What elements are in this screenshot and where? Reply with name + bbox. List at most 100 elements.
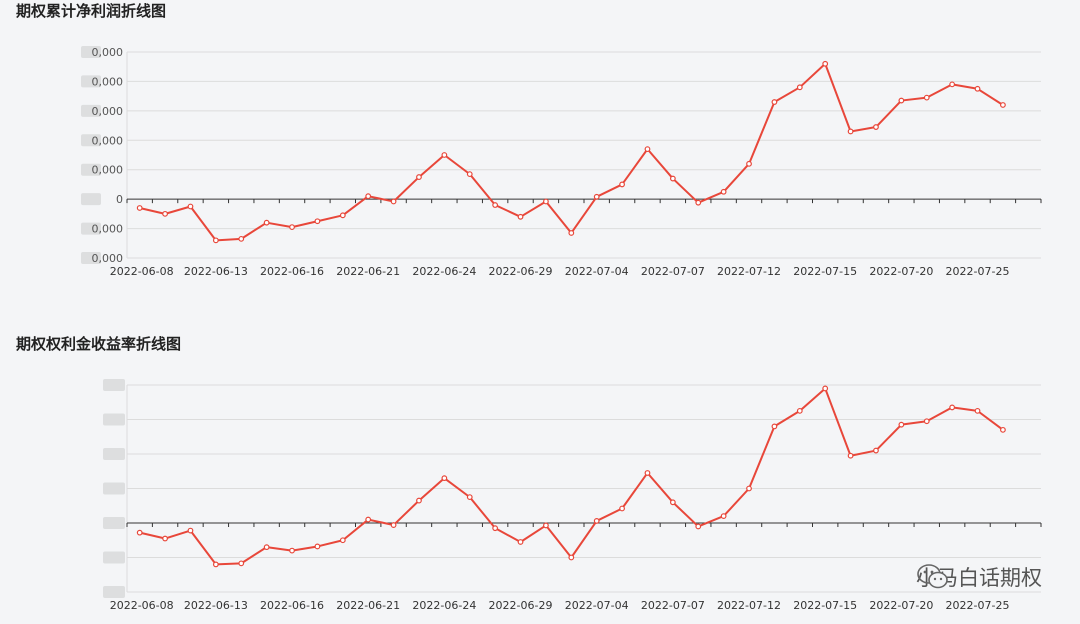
x-tick-label: 2022-06-08 (110, 599, 174, 612)
data-point (619, 181, 625, 188)
data-point (289, 547, 295, 554)
x-tick-label: 2022-07-20 (869, 599, 933, 612)
x-tick-label: 2022-06-24 (412, 265, 476, 278)
data-point (517, 213, 524, 220)
x-tick-label: 2022-06-29 (489, 599, 553, 612)
y-tick-label-blurred (103, 379, 125, 391)
chart-title: 期权权利金收益率折线图 (16, 335, 182, 353)
data-point (568, 230, 575, 236)
data-point (720, 513, 727, 520)
watermark: 小马白话期权 (916, 562, 1042, 592)
x-tick-label: 2022-06-21 (336, 265, 400, 278)
data-point (847, 452, 854, 459)
data-point (771, 423, 778, 430)
data-point (695, 199, 702, 206)
data-point (314, 543, 321, 550)
chart-title: 期权累计净利润折线图 (16, 2, 167, 20)
data-point (923, 418, 930, 425)
data-point (898, 97, 905, 104)
data-point (873, 124, 879, 130)
data-point (187, 527, 194, 534)
x-tick-label: 2022-06-13 (184, 265, 248, 278)
data-point (162, 210, 168, 217)
data-point (644, 146, 651, 153)
data-point (365, 193, 372, 200)
data-point (543, 522, 549, 529)
y-tick-label-blurred (103, 482, 125, 495)
data-point (339, 537, 346, 544)
x-tick-label: 2022-06-13 (184, 599, 248, 612)
premium-yield-line-chart: 2022-06-08 2022-06-13 2022-06-16 2022-06-21… (103, 379, 1042, 612)
y-tick-label: 0,000 (92, 134, 124, 147)
data-point (238, 235, 245, 242)
data-point (669, 175, 676, 182)
data-point (314, 218, 321, 225)
x-tick-label: 2022-07-25 (946, 599, 1010, 612)
data-point (416, 497, 422, 504)
x-tick-label: 2022-06-29 (489, 265, 553, 278)
data-point (390, 198, 397, 205)
data-point (822, 60, 829, 67)
data-point (162, 535, 168, 542)
data-point (238, 560, 245, 567)
data-point (847, 128, 854, 135)
y-tick-label: 0,000 (92, 105, 124, 118)
data-point (923, 94, 930, 101)
data-point (1000, 426, 1006, 433)
y-tick-label: 0,000 (92, 252, 124, 265)
data-point (365, 516, 372, 523)
data-point (543, 198, 549, 205)
series-line (139, 387, 1004, 566)
data-point (212, 237, 219, 244)
y-tick-label-blurred (103, 517, 125, 529)
data-point (974, 85, 981, 92)
data-point (492, 202, 499, 208)
data-point (263, 219, 270, 226)
x-tick-label: 2022-07-15 (793, 265, 857, 278)
y-tick-label: 0 (116, 193, 123, 206)
data-point (416, 174, 422, 180)
y-tick-label-blurred (81, 75, 101, 88)
x-tick-label: 2022-07-25 (946, 265, 1010, 278)
data-point (796, 84, 803, 91)
data-point (746, 485, 752, 492)
wechat-icon (917, 564, 948, 589)
y-tick-label-blurred (81, 46, 101, 58)
data-point (898, 421, 905, 428)
data-point (593, 193, 600, 200)
data-point (822, 385, 829, 392)
x-tick-label: 2022-06-21 (336, 599, 400, 612)
data-point (289, 224, 295, 231)
data-point (390, 522, 397, 528)
data-point (873, 447, 879, 454)
data-point (695, 523, 702, 530)
y-tick-label-blurred (81, 163, 101, 176)
x-tick-label: 2022-07-20 (869, 265, 933, 278)
y-tick-label-blurred (81, 252, 101, 264)
data-point (441, 475, 448, 482)
x-tick-label: 2022-06-16 (260, 599, 324, 612)
data-point (136, 529, 143, 536)
data-point (720, 188, 727, 195)
data-point (263, 544, 270, 551)
data-point (517, 539, 524, 545)
x-tick-label: 2022-07-07 (641, 265, 705, 278)
data-point (187, 203, 194, 210)
data-point (644, 470, 651, 476)
data-point (949, 81, 956, 88)
x-tick-label: 2022-07-12 (717, 599, 781, 612)
y-tick-label-blurred (103, 586, 125, 598)
x-tick-label: 2022-07-04 (565, 599, 629, 612)
y-tick-label: 0,000 (92, 164, 124, 177)
data-point (669, 499, 676, 506)
data-point (212, 561, 219, 568)
data-point (593, 518, 600, 524)
y-tick-label: 0,000 (92, 46, 124, 59)
y-tick-label: 0,000 (92, 75, 124, 88)
y-tick-label-blurred (81, 193, 101, 206)
data-point (949, 404, 956, 411)
data-point (492, 525, 499, 532)
data-point (568, 554, 575, 561)
data-point (441, 152, 448, 158)
y-tick-label-blurred (81, 222, 101, 235)
